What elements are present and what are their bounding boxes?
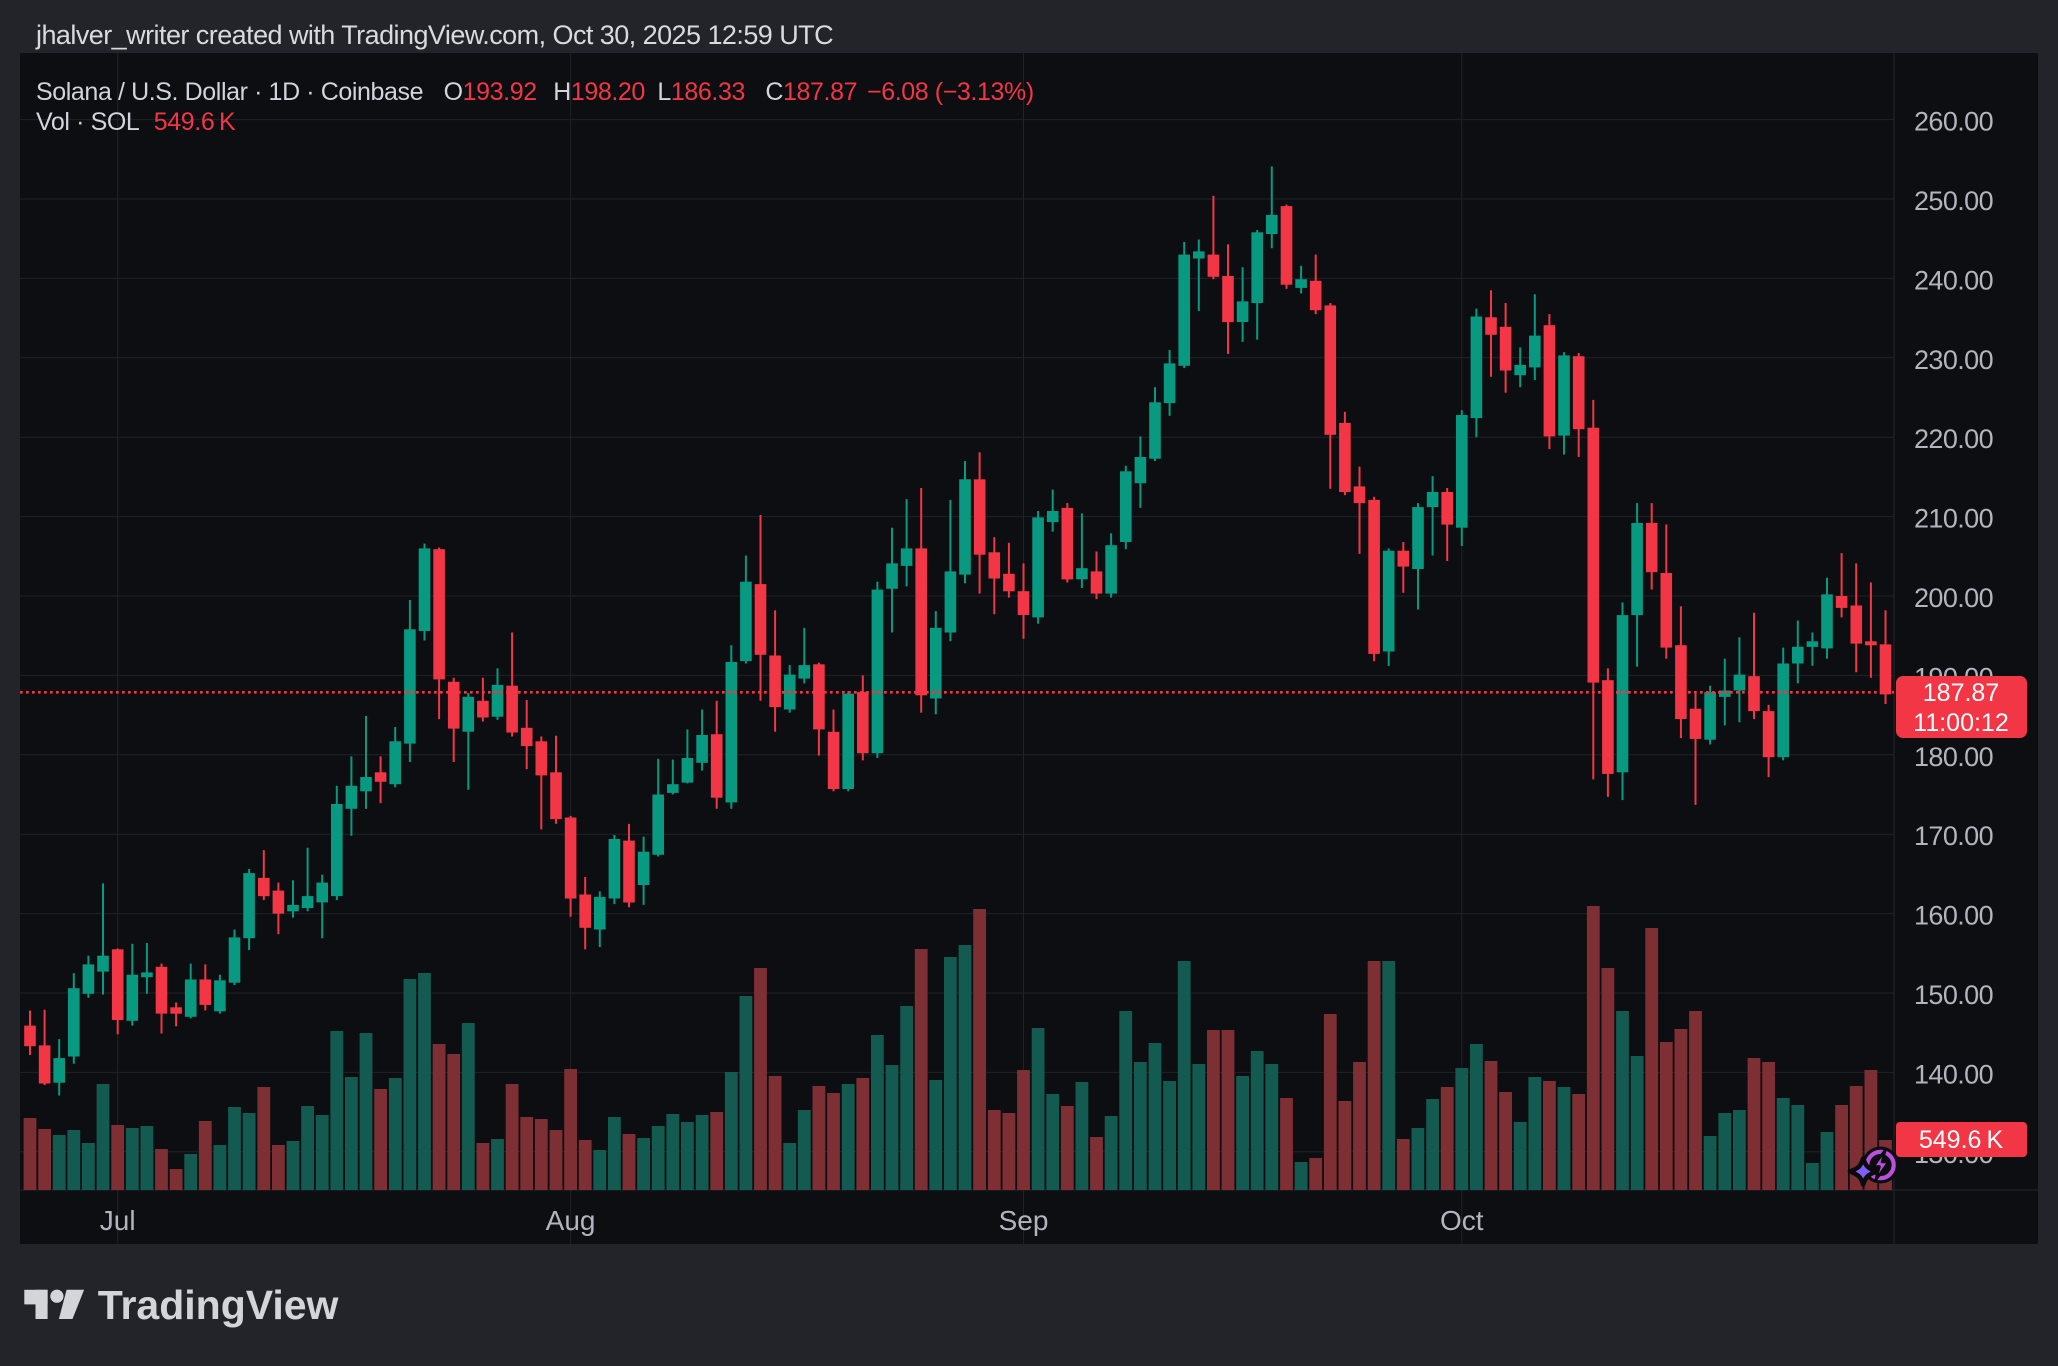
svg-text:180.00: 180.00 — [1914, 742, 1993, 772]
svg-text:210.00: 210.00 — [1914, 504, 1993, 534]
svg-text:230.00: 230.00 — [1914, 345, 1993, 375]
svg-text:170.00: 170.00 — [1914, 821, 1993, 851]
svg-text:549.6 K: 549.6 K — [1919, 1126, 2004, 1154]
svg-text:TradingView: TradingView — [98, 1282, 339, 1328]
svg-text:H198.20: H198.20 — [553, 78, 645, 106]
svg-text:549.6 K: 549.6 K — [154, 108, 236, 136]
svg-text:Vol · SOL: Vol · SOL — [36, 108, 140, 136]
svg-text:Aug: Aug — [546, 1205, 596, 1236]
svg-text:11:00:12: 11:00:12 — [1913, 709, 2008, 737]
svg-text:Sep: Sep — [999, 1205, 1049, 1236]
svg-text:160.00: 160.00 — [1914, 901, 1993, 931]
svg-text:O193.92: O193.92 — [444, 78, 537, 106]
svg-text:200.00: 200.00 — [1914, 583, 1993, 613]
svg-text:140.00: 140.00 — [1914, 1059, 1993, 1089]
svg-text:Solana / U.S. Dollar · 1D · Co: Solana / U.S. Dollar · 1D · Coinbase — [36, 78, 423, 106]
svg-text:jhalver_writer created with Tr: jhalver_writer created with TradingView.… — [35, 20, 833, 50]
svg-text:187.87: 187.87 — [1923, 679, 1999, 707]
svg-text:250.00: 250.00 — [1914, 186, 1993, 216]
svg-text:240.00: 240.00 — [1914, 265, 1993, 295]
svg-text:−6.08 (−3.13%): −6.08 (−3.13%) — [867, 78, 1034, 106]
svg-text:220.00: 220.00 — [1914, 424, 1993, 454]
svg-text:Jul: Jul — [100, 1205, 136, 1236]
svg-text:C187.87: C187.87 — [765, 78, 857, 106]
svg-text:Oct: Oct — [1440, 1205, 1484, 1236]
svg-text:260.00: 260.00 — [1914, 107, 1993, 137]
svg-text:L186.33: L186.33 — [657, 78, 745, 106]
svg-text:150.00: 150.00 — [1914, 980, 1993, 1010]
